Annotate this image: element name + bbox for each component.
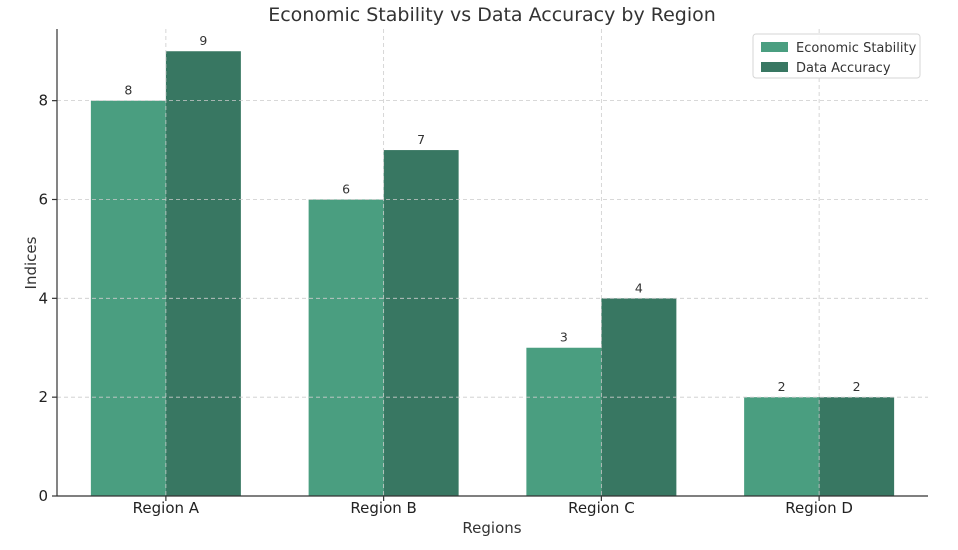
legend-box <box>752 33 921 79</box>
y-axis-label: Indices <box>22 236 40 289</box>
legend: Economic Stability Data Accuracy <box>752 33 921 79</box>
bar-data-accuracy-4 <box>819 397 895 496</box>
bar-economic-stability-3 <box>526 347 602 496</box>
x-axis-label: Regions <box>462 519 521 537</box>
bar-economic-stability-2 <box>308 199 384 496</box>
axes <box>56 29 928 497</box>
legend-swatch <box>761 62 788 72</box>
y-tick-label: 6 <box>38 190 48 208</box>
y-tick-label: 4 <box>38 289 48 307</box>
data-label: 8 <box>124 83 132 98</box>
x-tick-label: Region D <box>785 499 853 517</box>
data-label: 2 <box>778 379 786 394</box>
x-tick-label: Region A <box>133 499 200 517</box>
legend-label: Economic Stability <box>796 41 917 56</box>
data-label: 6 <box>342 181 350 196</box>
chart-title: Economic Stability vs Data Accuracy by R… <box>268 4 716 26</box>
y-tick-label: 8 <box>38 92 48 110</box>
y-tick-label: 2 <box>38 388 48 406</box>
data-label: 3 <box>560 330 568 345</box>
bar-economic-stability-4 <box>744 397 820 496</box>
legend-label: Data Accuracy <box>796 61 891 76</box>
bars <box>90 51 895 497</box>
ticks: 0 2 4 6 8 Region A Region B Region C Region D <box>38 92 853 517</box>
data-label: 7 <box>417 132 425 147</box>
data-label: 4 <box>635 280 643 295</box>
x-tick-label: Region B <box>350 499 416 517</box>
data-label: 9 <box>199 33 207 48</box>
legend-swatch <box>761 42 788 52</box>
bar-data-accuracy-1 <box>165 51 241 496</box>
grid <box>57 29 928 496</box>
x-tick-label: Region C <box>568 499 635 517</box>
y-tick-label: 0 <box>38 487 48 505</box>
data-labels: 8 6 3 2 9 7 4 2 <box>124 33 860 394</box>
bar-data-accuracy-2 <box>383 150 459 496</box>
data-label: 2 <box>853 379 861 394</box>
